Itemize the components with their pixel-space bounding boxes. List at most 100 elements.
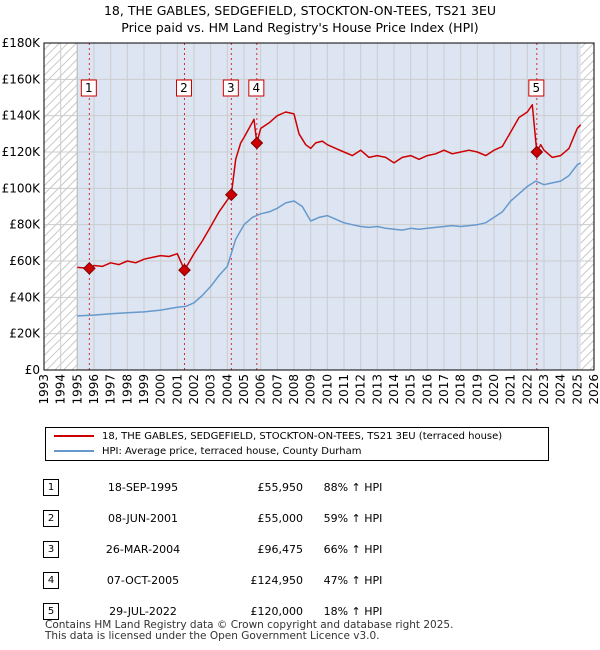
table-row: 5 29-JUL-2022 £120,000 18% ↑ HPI <box>43 596 403 627</box>
sale-marker-box <box>248 79 265 97</box>
plot-background <box>44 43 594 370</box>
sale-price: £124,950 <box>250 574 304 587</box>
x-tick-label: 1998 <box>120 374 134 405</box>
legend-blue-swatch <box>54 450 94 452</box>
sale-point <box>82 261 96 275</box>
footer-licence: This data is licensed under the Open Gov… <box>45 630 380 642</box>
sale-hpi-change: 59% ↑ HPI <box>323 512 383 525</box>
sale-hpi-change: 47% ↑ HPI <box>323 574 383 587</box>
x-tick-label: 1999 <box>137 374 151 405</box>
x-tick-label: 2026 <box>587 374 600 405</box>
legend-hpi-label: HPI: Average price, terraced house, Coun… <box>102 446 362 457</box>
y-tick-label: £60K <box>9 254 41 268</box>
legend-red-swatch <box>54 435 94 437</box>
y-tick-label: £0 <box>25 363 40 377</box>
x-tick-label: 2018 <box>454 374 468 405</box>
x-tick-label: 2004 <box>220 374 234 405</box>
x-tick-label: 2006 <box>254 374 268 405</box>
x-tick-label: 2001 <box>170 374 184 405</box>
sale-point <box>530 145 544 159</box>
x-tick-label: 1997 <box>104 374 118 405</box>
y-tick-label: £100K <box>2 181 42 195</box>
chart-title: 18, THE GABLES, SEDGEFIELD, STOCKTON-ON-… <box>103 3 497 18</box>
plot-frame <box>43 42 595 371</box>
x-tick-label: 2017 <box>437 374 451 405</box>
x-tick-label: 2003 <box>204 374 218 405</box>
sale-hpi-change: 88% ↑ HPI <box>323 481 383 494</box>
footer-copyright: Contains HM Land Registry data © Crown c… <box>45 619 454 631</box>
y-tick-label: £140K <box>2 109 42 123</box>
y-tick-label: £80K <box>9 218 41 232</box>
sale-marker-label: 1 <box>85 81 93 95</box>
sale-price: £96,475 <box>257 543 304 556</box>
x-tick-label: 2020 <box>487 374 501 405</box>
x-tick-label: 2011 <box>337 374 351 405</box>
x-tick-label: 2025 <box>570 374 584 405</box>
x-tick-label: 2012 <box>354 374 368 405</box>
sale-hpi-change: 18% ↑ HPI <box>323 605 383 618</box>
table-row: 3 26-MAR-2004 £96,475 66% ↑ HPI <box>43 534 403 565</box>
sale-marker-label: 3 <box>227 81 235 95</box>
x-tick-label: 2009 <box>304 374 318 405</box>
x-tick-label: 1995 <box>70 374 84 405</box>
sale-marker-box <box>222 79 239 97</box>
x-tick-label: 2022 <box>520 374 534 405</box>
sale-date: 29-JUL-2022 <box>109 605 177 618</box>
x-tick-label: 2019 <box>470 374 484 405</box>
sale-point <box>178 263 191 277</box>
x-tick-label: 2008 <box>287 374 301 405</box>
chart-subtitle: Price paid vs. HM Land Registry's House … <box>121 20 479 35</box>
x-tick-label: 2002 <box>187 374 201 405</box>
table-row: 2 08-JUN-2001 £55,000 59% ↑ HPI <box>43 503 403 534</box>
sale-date: 08-JUN-2001 <box>107 512 179 525</box>
sale-badge: 4 <box>43 572 59 589</box>
x-tick-label: 2023 <box>537 374 551 405</box>
x-tick-label: 2015 <box>404 374 418 405</box>
sale-date: 26-MAR-2004 <box>105 543 181 556</box>
sale-marker-box <box>528 79 545 97</box>
sales-table: 1 18-SEP-1995 £55,950 88% ↑ HPI 2 08-JUN… <box>43 472 403 627</box>
sale-badge: 3 <box>43 541 59 558</box>
price-chart: 1 2 3 4 5 £0 £20K £40K £60K £80K £100K £120K £140K £… <box>2 36 600 405</box>
sale-price: £55,950 <box>257 481 304 494</box>
hatch-region-after-data <box>580 43 594 370</box>
y-tick-label: £180K <box>2 36 42 50</box>
sale-date: 18-SEP-1995 <box>107 481 179 494</box>
sale-point <box>250 136 264 150</box>
hpi-series-line <box>77 162 582 317</box>
y-tick-label: £120K <box>2 145 42 159</box>
sale-marker-label: 5 <box>533 81 541 95</box>
x-tick-label: 2005 <box>237 374 251 405</box>
sale-hpi-change: 66% ↑ HPI <box>323 543 383 556</box>
footer-notice: Contains HM Land Registry data © Crown c… <box>45 620 453 642</box>
x-tick-label: 2000 <box>154 374 168 405</box>
legend-property-label: 18, THE GABLES, SEDGEFIELD, STOCKTON-ON-… <box>102 431 503 442</box>
y-tick-label: £160K <box>2 72 42 86</box>
x-tick-label: 2024 <box>554 374 568 405</box>
sale-price: £55,000 <box>257 512 304 525</box>
x-tick-label: 2007 <box>270 374 284 405</box>
x-tick-label: 1993 <box>37 374 51 405</box>
sale-marker-label: 2 <box>180 81 188 95</box>
chart-legend: 18, THE GABLES, SEDGEFIELD, STOCKTON-ON-… <box>45 427 549 461</box>
x-tick-label: 2013 <box>370 374 384 405</box>
sale-date: 07-OCT-2005 <box>106 574 180 587</box>
x-tick-label: 1994 <box>54 374 68 405</box>
x-tick-label: 2021 <box>504 374 518 405</box>
legend-item-hpi: HPI: Average price, terraced house, Coun… <box>54 445 361 459</box>
sale-marker-label: 4 <box>253 81 261 95</box>
sale-price: £120,000 <box>250 605 304 618</box>
sale-point <box>224 188 238 202</box>
y-tick-label: £40K <box>9 290 41 304</box>
x-tick-label: 1996 <box>87 374 101 405</box>
table-row: 1 18-SEP-1995 £55,950 88% ↑ HPI <box>43 472 403 503</box>
y-tick-label: £20K <box>9 327 41 341</box>
sale-badge: 2 <box>43 510 59 527</box>
property-price-line <box>77 104 582 271</box>
x-tick-label: 2016 <box>420 374 434 405</box>
x-tick-label: 2014 <box>387 374 401 405</box>
legend-item-property: 18, THE GABLES, SEDGEFIELD, STOCKTON-ON-… <box>54 430 502 444</box>
x-tick-label: 2010 <box>320 374 334 405</box>
sale-badge: 1 <box>43 479 59 496</box>
sale-marker-box <box>80 79 97 97</box>
